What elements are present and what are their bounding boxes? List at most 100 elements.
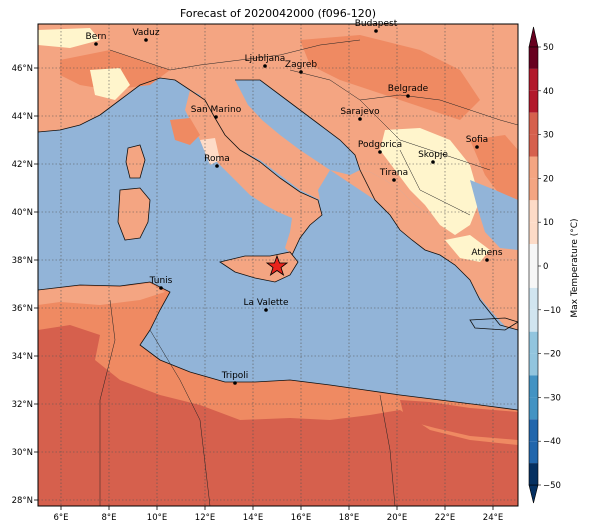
- city-label: Belgrade: [388, 84, 429, 94]
- lon-label: 22°E: [435, 513, 455, 523]
- libya-coast-hot: [400, 400, 518, 440]
- graticule: [38, 24, 518, 506]
- colorbar-label: Max Temperature (°C): [570, 218, 580, 317]
- colorbar-segment: [529, 134, 538, 157]
- colorbar-segment: [529, 463, 538, 485]
- lat-label: 38°N: [12, 256, 33, 266]
- city-dot: [378, 150, 382, 154]
- balkan-cool-zone: [380, 128, 480, 235]
- colorbar-segment: [529, 397, 538, 420]
- city-dot: [264, 308, 268, 312]
- city-dot: [475, 145, 479, 149]
- city-label: Podgorica: [358, 140, 402, 150]
- colorbar-tick-label: 30: [543, 131, 554, 141]
- colorbar-tick-label: 10: [543, 218, 554, 228]
- tyrrhenian-sea: [150, 150, 280, 250]
- colorbar-segment: [529, 287, 538, 310]
- longitude-labels: 6°E 8°E 10°E 12°E 14°E 16°E 18°E 20°E 22°E 24°E: [53, 506, 503, 523]
- colorbar-tick-label: 50: [543, 43, 554, 53]
- colorbar-segment: [529, 156, 538, 179]
- colorbar-segment: [529, 244, 538, 266]
- lat-label: 44°N: [12, 112, 33, 122]
- lon-label: 8°E: [101, 513, 116, 523]
- lat-label: 36°N: [12, 304, 33, 314]
- apennine-cool-patch: [200, 138, 220, 165]
- city-dot: [159, 286, 163, 290]
- city-dot: [144, 38, 148, 42]
- city-label: Ljubljana: [245, 54, 286, 64]
- city-label: Athens: [471, 248, 502, 258]
- colorbar-top-extension: [528, 26, 539, 48]
- colorbar-segment: [529, 266, 538, 288]
- city-dot: [214, 115, 218, 119]
- city-dot: [406, 94, 410, 98]
- sardinia-island: [118, 188, 150, 240]
- city-label: Budapest: [355, 19, 398, 29]
- colorbar-segment: [529, 353, 538, 376]
- city-dot: [233, 381, 237, 385]
- italy-peninsula: [185, 90, 322, 255]
- country-borders: [99, 39, 518, 506]
- colorbar-bottom-extension: [528, 484, 539, 504]
- colorbar-segment: [529, 309, 538, 332]
- city-label: San Marino: [191, 105, 242, 115]
- city-dot: [358, 117, 362, 121]
- city-label: Zagreb: [285, 60, 317, 70]
- lat-label: 34°N: [12, 352, 33, 362]
- city-dot: [485, 258, 489, 262]
- colorbar-segment: [529, 222, 538, 245]
- colorbar-tick-label: −20: [543, 350, 561, 360]
- city-label: Tirana: [379, 168, 408, 178]
- star-marker: [265, 254, 289, 277]
- city-dot: [215, 164, 219, 168]
- city-dot: [263, 64, 267, 68]
- city-dot: [94, 42, 98, 46]
- lon-label: 20°E: [387, 513, 407, 523]
- latitude-labels: 46°N 44°N 42°N 40°N 38°N 36°N 34°N 32°N 30°N 28°N: [12, 64, 38, 506]
- colorbar-tick-label: 20: [543, 174, 554, 184]
- northeast-hot-patch: [300, 35, 480, 120]
- lon-label: 12°E: [195, 513, 215, 523]
- city-dot: [374, 29, 378, 33]
- colorbar-tick-label: 0: [543, 262, 548, 272]
- city-label: La Valette: [244, 298, 289, 308]
- colorbar-segment: [529, 331, 538, 354]
- lat-label: 30°N: [12, 448, 33, 458]
- city-label: Vaduz: [132, 28, 159, 38]
- lon-label: 18°E: [339, 513, 359, 523]
- alps-cool-patch: [90, 68, 130, 100]
- lon-label: 14°E: [243, 513, 263, 523]
- italy-interior-patch: [170, 118, 200, 145]
- ionian-sea: [295, 220, 518, 400]
- colorbar: 50 40 30 20 10 0 −10 −20 −30 −40 −50: [528, 26, 561, 504]
- city-label: Skopje: [418, 150, 448, 160]
- map-frame: [37, 23, 519, 507]
- city-dot: [299, 70, 303, 74]
- lon-label: 6°E: [53, 513, 68, 523]
- colorbar-segment: [529, 441, 538, 464]
- lat-label: 46°N: [12, 64, 33, 74]
- colorbar-segment: [529, 178, 538, 201]
- city-label: Bern: [86, 32, 107, 42]
- lat-label: 42°N: [12, 160, 33, 170]
- city-label: Sarajevo: [340, 107, 380, 117]
- colorbar-segment: [529, 419, 538, 442]
- adriatic-sea: [235, 80, 360, 175]
- city-label: Tripoli: [221, 371, 249, 381]
- map-area: [38, 24, 518, 506]
- colorbar-tick-label: −50: [543, 481, 561, 491]
- colorbar-tick-label: −30: [543, 393, 561, 403]
- tunisia-coast-band: [38, 283, 165, 305]
- colorbar-segment: [529, 200, 538, 223]
- lon-label: 10°E: [147, 513, 167, 523]
- lat-label: 32°N: [12, 400, 33, 410]
- lon-label: 24°E: [483, 513, 503, 523]
- map-title: Forecast of 2020042000 (f096-120): [179, 7, 377, 20]
- city-label: Sofia: [466, 135, 488, 145]
- colorbar-tick-label: 40: [543, 87, 554, 97]
- alps-north-cool: [38, 28, 100, 48]
- city-dot: [392, 178, 396, 182]
- colorbar-segment: [529, 112, 538, 135]
